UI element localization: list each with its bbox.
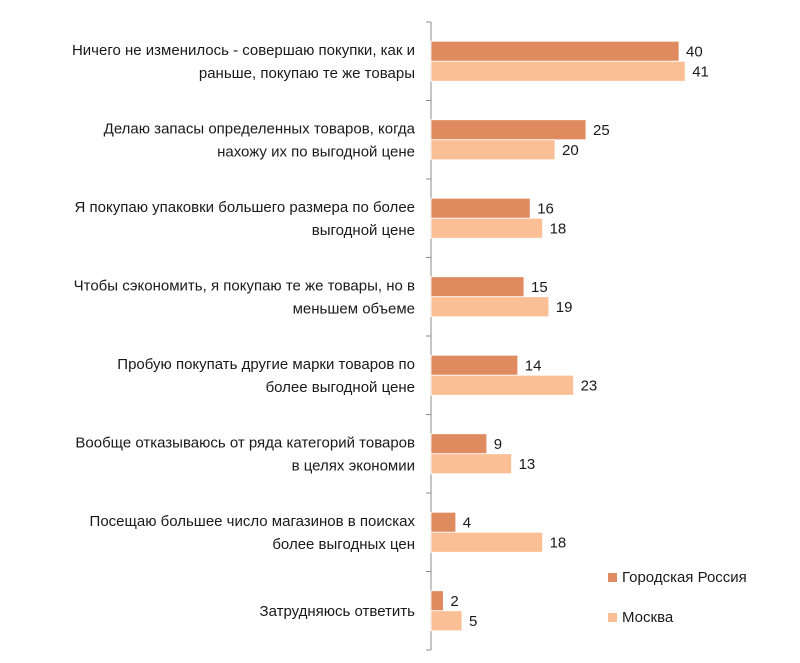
bars-layer: [430, 40, 686, 632]
value-label: 25: [593, 122, 610, 139]
value-label: 2: [450, 593, 458, 610]
value-label: 15: [531, 279, 548, 296]
category-label-line: Я покупаю упаковки большего размера по б…: [75, 199, 415, 216]
category-label-line: меньшем объеме: [293, 300, 415, 317]
value-labels: 40 41 25 20 16 18 15 19 14 23 9 13 4 18 25: [450, 43, 708, 630]
category-label: Ничего не изменилось - совершаю покупки,…: [72, 42, 415, 82]
axis-layer: [426, 21, 432, 651]
category-label: Вообще отказываюсь от ряда категорий тов…: [75, 434, 415, 474]
category-label-line: Затрудняюсь ответить: [260, 603, 416, 620]
value-label: 4: [463, 514, 471, 531]
category-label: Чтобы сэкономить, я покупаю те же товары…: [74, 277, 415, 317]
value-label: 9: [494, 436, 502, 453]
bar-urban-russia: [430, 197, 531, 219]
category-label-line: раньше, покупаю те же товары: [199, 65, 415, 82]
bar-moscow: [430, 296, 550, 318]
category-label-line: Ничего не изменилось - совершаю покупки,…: [72, 42, 415, 59]
value-label: 14: [525, 357, 542, 374]
bar-urban-russia: [430, 276, 525, 298]
legend-swatch: [608, 613, 617, 622]
bar-urban-russia: [430, 354, 519, 376]
bar-urban-russia: [430, 40, 680, 62]
bar-urban-russia: [430, 590, 444, 612]
category-label-line: Посещаю большее число магазинов в поиска…: [90, 513, 416, 530]
value-label: 18: [550, 534, 567, 551]
bar-urban-russia: [430, 433, 488, 455]
bar-moscow: [430, 139, 556, 161]
category-label-line: Вообще отказываюсь от ряда категорий тов…: [75, 434, 415, 451]
bar-moscow: [430, 374, 575, 396]
category-label-line: более выгодной цене: [266, 379, 415, 396]
category-label-line: Делаю запасы определенных товаров, когда: [104, 120, 416, 137]
bar-urban-russia: [430, 119, 587, 141]
bar-urban-russia: [430, 511, 457, 533]
value-label: 41: [692, 63, 709, 80]
bar-moscow: [430, 531, 543, 553]
bar-moscow: [430, 610, 463, 632]
category-label-line: более выгодных цен: [272, 536, 415, 553]
category-label-line: выгодной цене: [312, 222, 415, 239]
value-label: 18: [550, 220, 567, 237]
category-label: Пробую покупать другие марки товаров по б…: [117, 356, 415, 396]
value-label: 5: [469, 613, 477, 630]
value-label: 20: [562, 142, 579, 159]
bar-moscow: [430, 217, 543, 239]
value-label: 40: [686, 43, 703, 60]
bar-moscow: [430, 453, 512, 475]
value-label: 19: [556, 299, 573, 316]
category-label-line: Чтобы сэкономить, я покупаю те же товары…: [74, 277, 415, 294]
legend-swatch: [608, 573, 617, 582]
category-label: Посещаю большее число магазинов в поиска…: [90, 513, 416, 553]
legend: Городская Россия Москва: [608, 569, 747, 626]
category-label: Я покупаю упаковки большего размера по б…: [75, 199, 415, 239]
category-label-line: Пробую покупать другие марки товаров по: [117, 356, 415, 373]
value-label: 13: [519, 456, 536, 473]
category-labels: Ничего не изменилось - совершаю покупки,…: [72, 42, 416, 620]
value-label: 16: [537, 200, 554, 217]
value-label: 23: [581, 377, 598, 394]
legend-label: Москва: [622, 609, 674, 626]
legend-label: Городская Россия: [622, 569, 747, 586]
bar-moscow: [430, 60, 686, 82]
category-label: Затрудняюсь ответить: [260, 603, 416, 620]
category-label-line: нахожу их по выгодной цене: [217, 143, 415, 160]
category-label-line: в целях экономии: [292, 457, 415, 474]
category-label: Делаю запасы определенных товаров, когда…: [104, 120, 416, 160]
